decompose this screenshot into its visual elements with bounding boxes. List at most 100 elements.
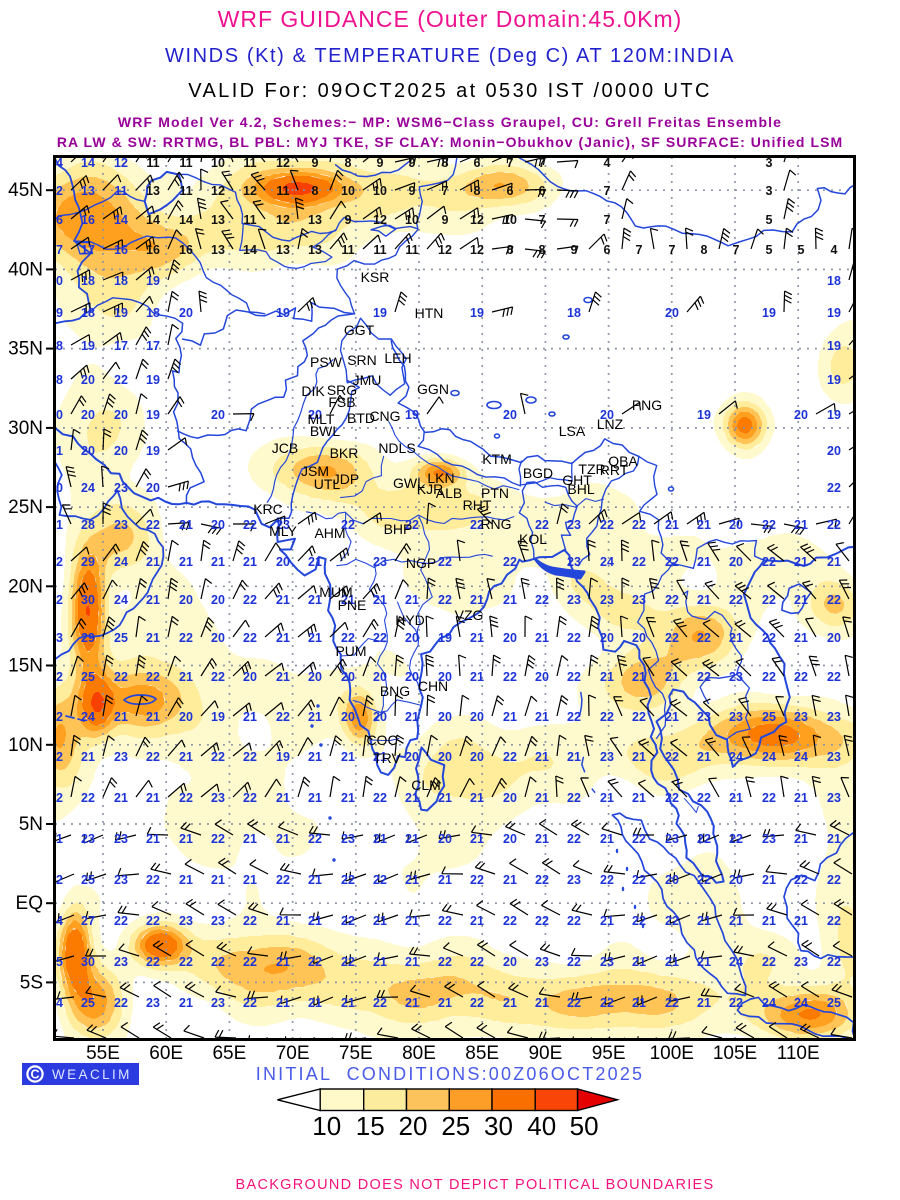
svg-text:22: 22 bbox=[665, 750, 679, 764]
svg-text:21: 21 bbox=[211, 873, 225, 887]
svg-text:10: 10 bbox=[405, 213, 419, 227]
svg-text:21: 21 bbox=[243, 873, 257, 887]
svg-text:22: 22 bbox=[308, 832, 322, 846]
svg-text:20: 20 bbox=[438, 710, 452, 724]
svg-text:8: 8 bbox=[442, 156, 449, 170]
svg-text:RRT: RRT bbox=[600, 462, 629, 478]
svg-text:KTM: KTM bbox=[482, 451, 512, 467]
svg-text:30N: 30N bbox=[8, 418, 43, 439]
svg-text:75E: 75E bbox=[339, 1043, 373, 1064]
svg-text:21: 21 bbox=[405, 914, 419, 928]
svg-text:22: 22 bbox=[146, 518, 160, 532]
svg-text:22: 22 bbox=[243, 791, 257, 805]
svg-text:22: 22 bbox=[567, 832, 581, 846]
svg-text:23: 23 bbox=[567, 873, 581, 887]
svg-text:29: 29 bbox=[81, 631, 95, 645]
svg-text:21: 21 bbox=[373, 832, 387, 846]
svg-text:HYD: HYD bbox=[395, 612, 425, 628]
svg-text:MUM: MUM bbox=[319, 584, 352, 600]
svg-text:11: 11 bbox=[243, 156, 256, 170]
svg-text:20: 20 bbox=[405, 631, 419, 645]
svg-text:23: 23 bbox=[632, 593, 646, 607]
svg-text:21: 21 bbox=[308, 631, 322, 645]
svg-text:21: 21 bbox=[308, 593, 322, 607]
svg-text:21: 21 bbox=[405, 873, 419, 887]
svg-text:16: 16 bbox=[179, 243, 193, 257]
svg-text:20: 20 bbox=[81, 408, 95, 422]
svg-text:21: 21 bbox=[665, 955, 679, 969]
svg-text:18: 18 bbox=[49, 339, 63, 353]
svg-text:21: 21 bbox=[276, 593, 290, 607]
svg-text:19: 19 bbox=[114, 306, 128, 320]
svg-text:22: 22 bbox=[632, 873, 646, 887]
svg-text:UTL: UTL bbox=[314, 476, 341, 492]
svg-text:5: 5 bbox=[766, 243, 773, 257]
svg-text:24: 24 bbox=[81, 481, 95, 495]
svg-text:8: 8 bbox=[345, 156, 352, 170]
svg-text:12: 12 bbox=[276, 156, 290, 170]
svg-text:20: 20 bbox=[600, 631, 614, 645]
svg-text:23: 23 bbox=[600, 750, 614, 764]
svg-text:22: 22 bbox=[114, 373, 128, 387]
svg-text:20: 20 bbox=[308, 408, 322, 422]
svg-text:21: 21 bbox=[405, 996, 419, 1010]
svg-text:12: 12 bbox=[276, 213, 290, 227]
svg-text:12: 12 bbox=[49, 184, 63, 198]
svg-text:21: 21 bbox=[697, 593, 711, 607]
svg-text:12: 12 bbox=[470, 243, 484, 257]
svg-text:22: 22 bbox=[762, 791, 776, 805]
svg-text:22: 22 bbox=[243, 631, 257, 645]
svg-text:19: 19 bbox=[827, 373, 841, 387]
svg-text:22: 22 bbox=[373, 873, 387, 887]
svg-text:HTN: HTN bbox=[415, 305, 444, 321]
svg-text:22: 22 bbox=[503, 555, 517, 569]
svg-text:22: 22 bbox=[243, 955, 257, 969]
svg-text:19: 19 bbox=[697, 408, 711, 422]
svg-text:21: 21 bbox=[438, 873, 452, 887]
svg-text:22: 22 bbox=[114, 670, 128, 684]
svg-text:20: 20 bbox=[179, 593, 193, 607]
svg-text:24: 24 bbox=[114, 593, 128, 607]
svg-text:22: 22 bbox=[373, 791, 387, 805]
svg-text:14: 14 bbox=[49, 156, 63, 170]
svg-text:22: 22 bbox=[243, 593, 257, 607]
svg-text:22: 22 bbox=[373, 631, 387, 645]
svg-text:22: 22 bbox=[179, 791, 193, 805]
svg-text:KSR: KSR bbox=[361, 269, 390, 285]
svg-text:BHL: BHL bbox=[567, 481, 594, 497]
svg-text:21: 21 bbox=[794, 914, 808, 928]
svg-text:20: 20 bbox=[600, 408, 614, 422]
svg-text:25: 25 bbox=[827, 996, 841, 1010]
svg-text:9: 9 bbox=[312, 156, 319, 170]
svg-text:24: 24 bbox=[794, 996, 808, 1010]
svg-text:19: 19 bbox=[827, 339, 841, 353]
svg-text:13: 13 bbox=[146, 184, 160, 198]
svg-text:19: 19 bbox=[81, 339, 95, 353]
svg-text:21: 21 bbox=[535, 996, 549, 1010]
svg-text:8: 8 bbox=[507, 243, 514, 257]
svg-text:23: 23 bbox=[567, 593, 581, 607]
svg-text:22: 22 bbox=[49, 873, 63, 887]
svg-text:19: 19 bbox=[405, 408, 419, 422]
svg-text:21: 21 bbox=[179, 555, 193, 569]
svg-text:20: 20 bbox=[438, 832, 452, 846]
svg-text:9: 9 bbox=[442, 213, 449, 227]
svg-text:21: 21 bbox=[794, 518, 808, 532]
svg-text:WINDS (Kt) & TEMPERATURE (Deg: WINDS (Kt) & TEMPERATURE (Deg C) AT 120M… bbox=[165, 45, 735, 67]
svg-text:22: 22 bbox=[762, 518, 776, 532]
svg-text:22: 22 bbox=[243, 750, 257, 764]
svg-text:21: 21 bbox=[470, 593, 484, 607]
svg-text:20: 20 bbox=[729, 873, 743, 887]
svg-text:21: 21 bbox=[243, 710, 257, 724]
svg-text:LEH: LEH bbox=[384, 350, 411, 366]
svg-text:20: 20 bbox=[373, 670, 387, 684]
svg-text:22: 22 bbox=[827, 593, 841, 607]
svg-text:22: 22 bbox=[600, 710, 614, 724]
svg-text:21: 21 bbox=[146, 593, 160, 607]
svg-text:29: 29 bbox=[81, 555, 95, 569]
svg-text:8: 8 bbox=[474, 184, 481, 198]
svg-text:11: 11 bbox=[341, 243, 354, 257]
svg-text:18: 18 bbox=[114, 274, 128, 288]
svg-text:23: 23 bbox=[81, 832, 95, 846]
svg-text:9: 9 bbox=[345, 213, 352, 227]
